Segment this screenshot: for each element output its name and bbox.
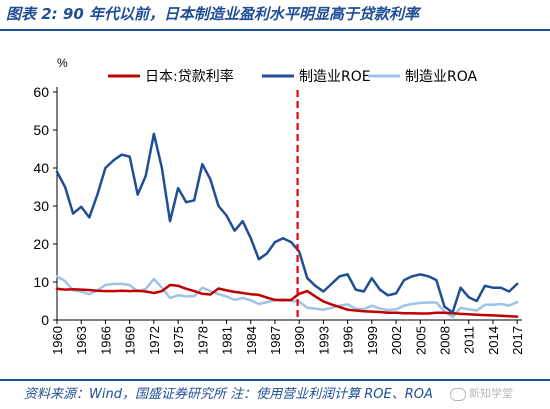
series-line xyxy=(55,283,519,318)
x-tick-label: 1978 xyxy=(195,326,210,355)
watermark: 新知学堂 xyxy=(450,385,548,405)
figure-title: 图表 2: 90 年代以前，日本制造业盈利水平明显高于贷款利率 xyxy=(6,5,419,23)
x-tick-label: 1993 xyxy=(316,326,331,355)
x-tick-label: 1999 xyxy=(365,326,380,355)
watermark-text: 新知学堂 xyxy=(469,387,513,400)
y-tick-label: 50 xyxy=(33,122,49,138)
x-tick-label: 1990 xyxy=(292,326,307,355)
legend-label: 制造业ROA xyxy=(405,69,478,85)
series-line xyxy=(55,275,519,319)
title-rule xyxy=(0,29,550,31)
x-tick-label: 1963 xyxy=(74,326,89,355)
series-line xyxy=(55,132,519,314)
y-tick-label: 0 xyxy=(41,312,49,328)
x-tick-label: 1984 xyxy=(244,326,259,355)
line-chart: 0 10 20 30 40 50 60% 1960 1963 1966 1969 1972 1975 19… xyxy=(33,56,525,355)
x-tick-label: 1981 xyxy=(220,326,235,355)
y-tick-label: 40 xyxy=(33,160,49,176)
y-axis-unit: % xyxy=(57,56,68,70)
x-tick-label: 2014 xyxy=(486,326,501,355)
x-tick-label: 1996 xyxy=(341,326,356,355)
y-tick-label: 60 xyxy=(33,84,49,100)
x-tick-label: 2005 xyxy=(413,326,428,355)
x-tick-label: 2017 xyxy=(510,326,525,355)
x-tick-label: 1966 xyxy=(98,326,113,355)
y-tick-label: 30 xyxy=(33,198,49,214)
x-tick-label: 2011 xyxy=(462,326,477,354)
x-tick-label: 1960 xyxy=(50,326,65,355)
footer-rule xyxy=(0,379,550,381)
legend-label: 制造业ROE xyxy=(299,69,371,85)
x-tick-label: 1972 xyxy=(147,326,162,355)
y-tick-label: 20 xyxy=(33,236,49,252)
legend-label: 日本:贷款利率 xyxy=(145,68,234,85)
wechat-icon xyxy=(450,387,466,401)
x-tick-label: 1987 xyxy=(268,326,283,355)
x-tick-label: 2008 xyxy=(438,326,453,355)
x-tick-label: 1969 xyxy=(123,326,138,355)
y-tick-label: 10 xyxy=(33,274,49,290)
source-note: 资料来源：Wind，国盛证券研究所 注：使用营业利润计算 ROE、ROA xyxy=(24,387,433,402)
x-tick-label: 2002 xyxy=(389,326,404,355)
x-tick-label: 1975 xyxy=(171,326,186,355)
